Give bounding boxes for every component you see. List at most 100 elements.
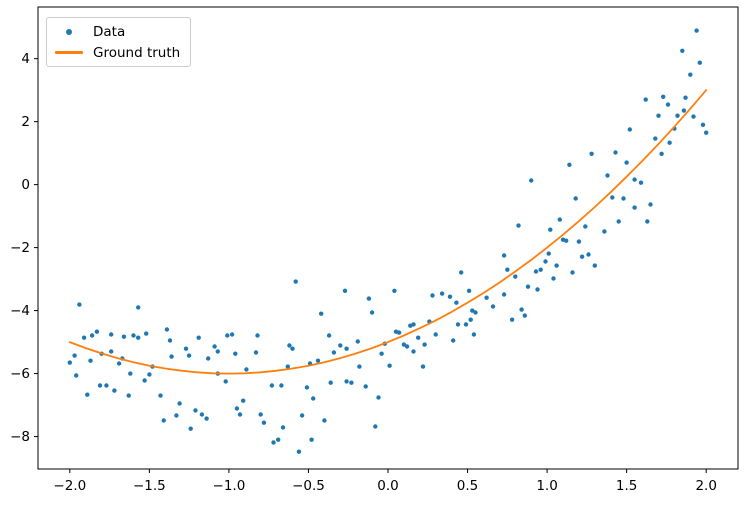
data-point [309, 437, 314, 442]
scatter-marker-icon [66, 28, 72, 35]
x-tick-label: −1.5 [133, 478, 166, 494]
data-point [501, 292, 507, 297]
data-point [624, 160, 629, 165]
data-point [586, 252, 591, 257]
x-axis: −2.0 −1.5 −1.0 −0.5 0.0 0.5 1.0 1.5 2.0 [53, 469, 717, 494]
data-point [610, 195, 615, 200]
data-point [513, 274, 518, 279]
data-point [233, 351, 238, 356]
data-point [74, 373, 79, 378]
axes-spines [37, 6, 739, 470]
data-point [661, 94, 666, 100]
data-point [67, 360, 73, 365]
data-point [366, 296, 372, 301]
data-point [94, 329, 100, 334]
x-tick-label: −1.0 [213, 478, 246, 494]
data-point [296, 449, 302, 454]
data-point [373, 424, 378, 429]
data-point [363, 384, 368, 389]
data-point [331, 350, 337, 355]
data-point [188, 426, 193, 431]
data-point [131, 333, 136, 338]
data-point [576, 239, 582, 244]
data-point [225, 333, 230, 338]
x-tick-label: 2.0 [695, 478, 716, 494]
legend-label-ground-truth: Ground truth [93, 44, 181, 61]
data-point [422, 342, 427, 347]
data-point [387, 363, 392, 368]
data-point [551, 276, 556, 281]
data-point [490, 304, 496, 309]
data-point [136, 305, 141, 310]
data-point [293, 279, 298, 284]
data-point [501, 253, 507, 258]
data-point [229, 332, 235, 337]
data-point [548, 227, 553, 232]
data-point [287, 343, 292, 348]
y-tick-label: −2 [10, 240, 30, 256]
data-point [77, 302, 82, 307]
data-point [112, 388, 117, 393]
data-point [319, 311, 324, 316]
data-point [379, 351, 384, 356]
data-point [459, 270, 464, 275]
data-point [279, 383, 284, 388]
data-point [204, 416, 209, 421]
data-point [509, 317, 515, 322]
y-tick-label: 4 [21, 51, 30, 67]
x-tick-label: 1.0 [536, 478, 557, 494]
legend-swatch [53, 51, 85, 54]
data-point [128, 371, 133, 376]
data-point [392, 288, 397, 293]
legend-swatch [53, 28, 85, 35]
data-point [468, 317, 473, 322]
data-point [376, 395, 381, 400]
data-point [411, 322, 416, 327]
data-point [667, 140, 672, 145]
data-point [104, 383, 109, 388]
y-tick-label: 0 [21, 177, 30, 193]
data-point [147, 372, 152, 377]
data-point [183, 346, 189, 351]
data-point [616, 219, 621, 224]
data-point [261, 420, 267, 425]
data-point [484, 295, 489, 300]
data-point [522, 313, 527, 318]
data-point [681, 108, 687, 113]
data-point [177, 401, 182, 406]
data-point [369, 310, 375, 315]
data-point [529, 178, 534, 183]
data-point [85, 392, 90, 397]
data-point [258, 412, 263, 417]
x-tick-label: 0.0 [377, 478, 398, 494]
data-point [420, 364, 426, 369]
data-point [704, 130, 709, 135]
data-point [126, 393, 131, 398]
data-point [505, 267, 510, 272]
data-point [88, 358, 93, 363]
data-point [694, 28, 699, 33]
data-point [433, 332, 438, 337]
data-point [344, 379, 349, 384]
data-point [136, 335, 141, 340]
data-point [665, 102, 671, 107]
data-point [653, 136, 658, 141]
legend: Data Ground truth [46, 17, 192, 67]
data-point [241, 398, 246, 403]
data-point [109, 332, 114, 337]
data-point [199, 412, 205, 417]
data-point [473, 310, 478, 315]
data-point [237, 412, 243, 417]
data-point [271, 440, 276, 445]
scatter-series-data [67, 28, 709, 454]
data-point [223, 379, 228, 384]
x-tick-label: 0.5 [457, 478, 478, 494]
data-point [311, 396, 316, 401]
data-point [285, 364, 290, 369]
data-point [451, 338, 456, 343]
data-point [645, 219, 650, 224]
data-point [638, 180, 644, 185]
data-point [322, 418, 327, 423]
data-point [355, 339, 360, 344]
